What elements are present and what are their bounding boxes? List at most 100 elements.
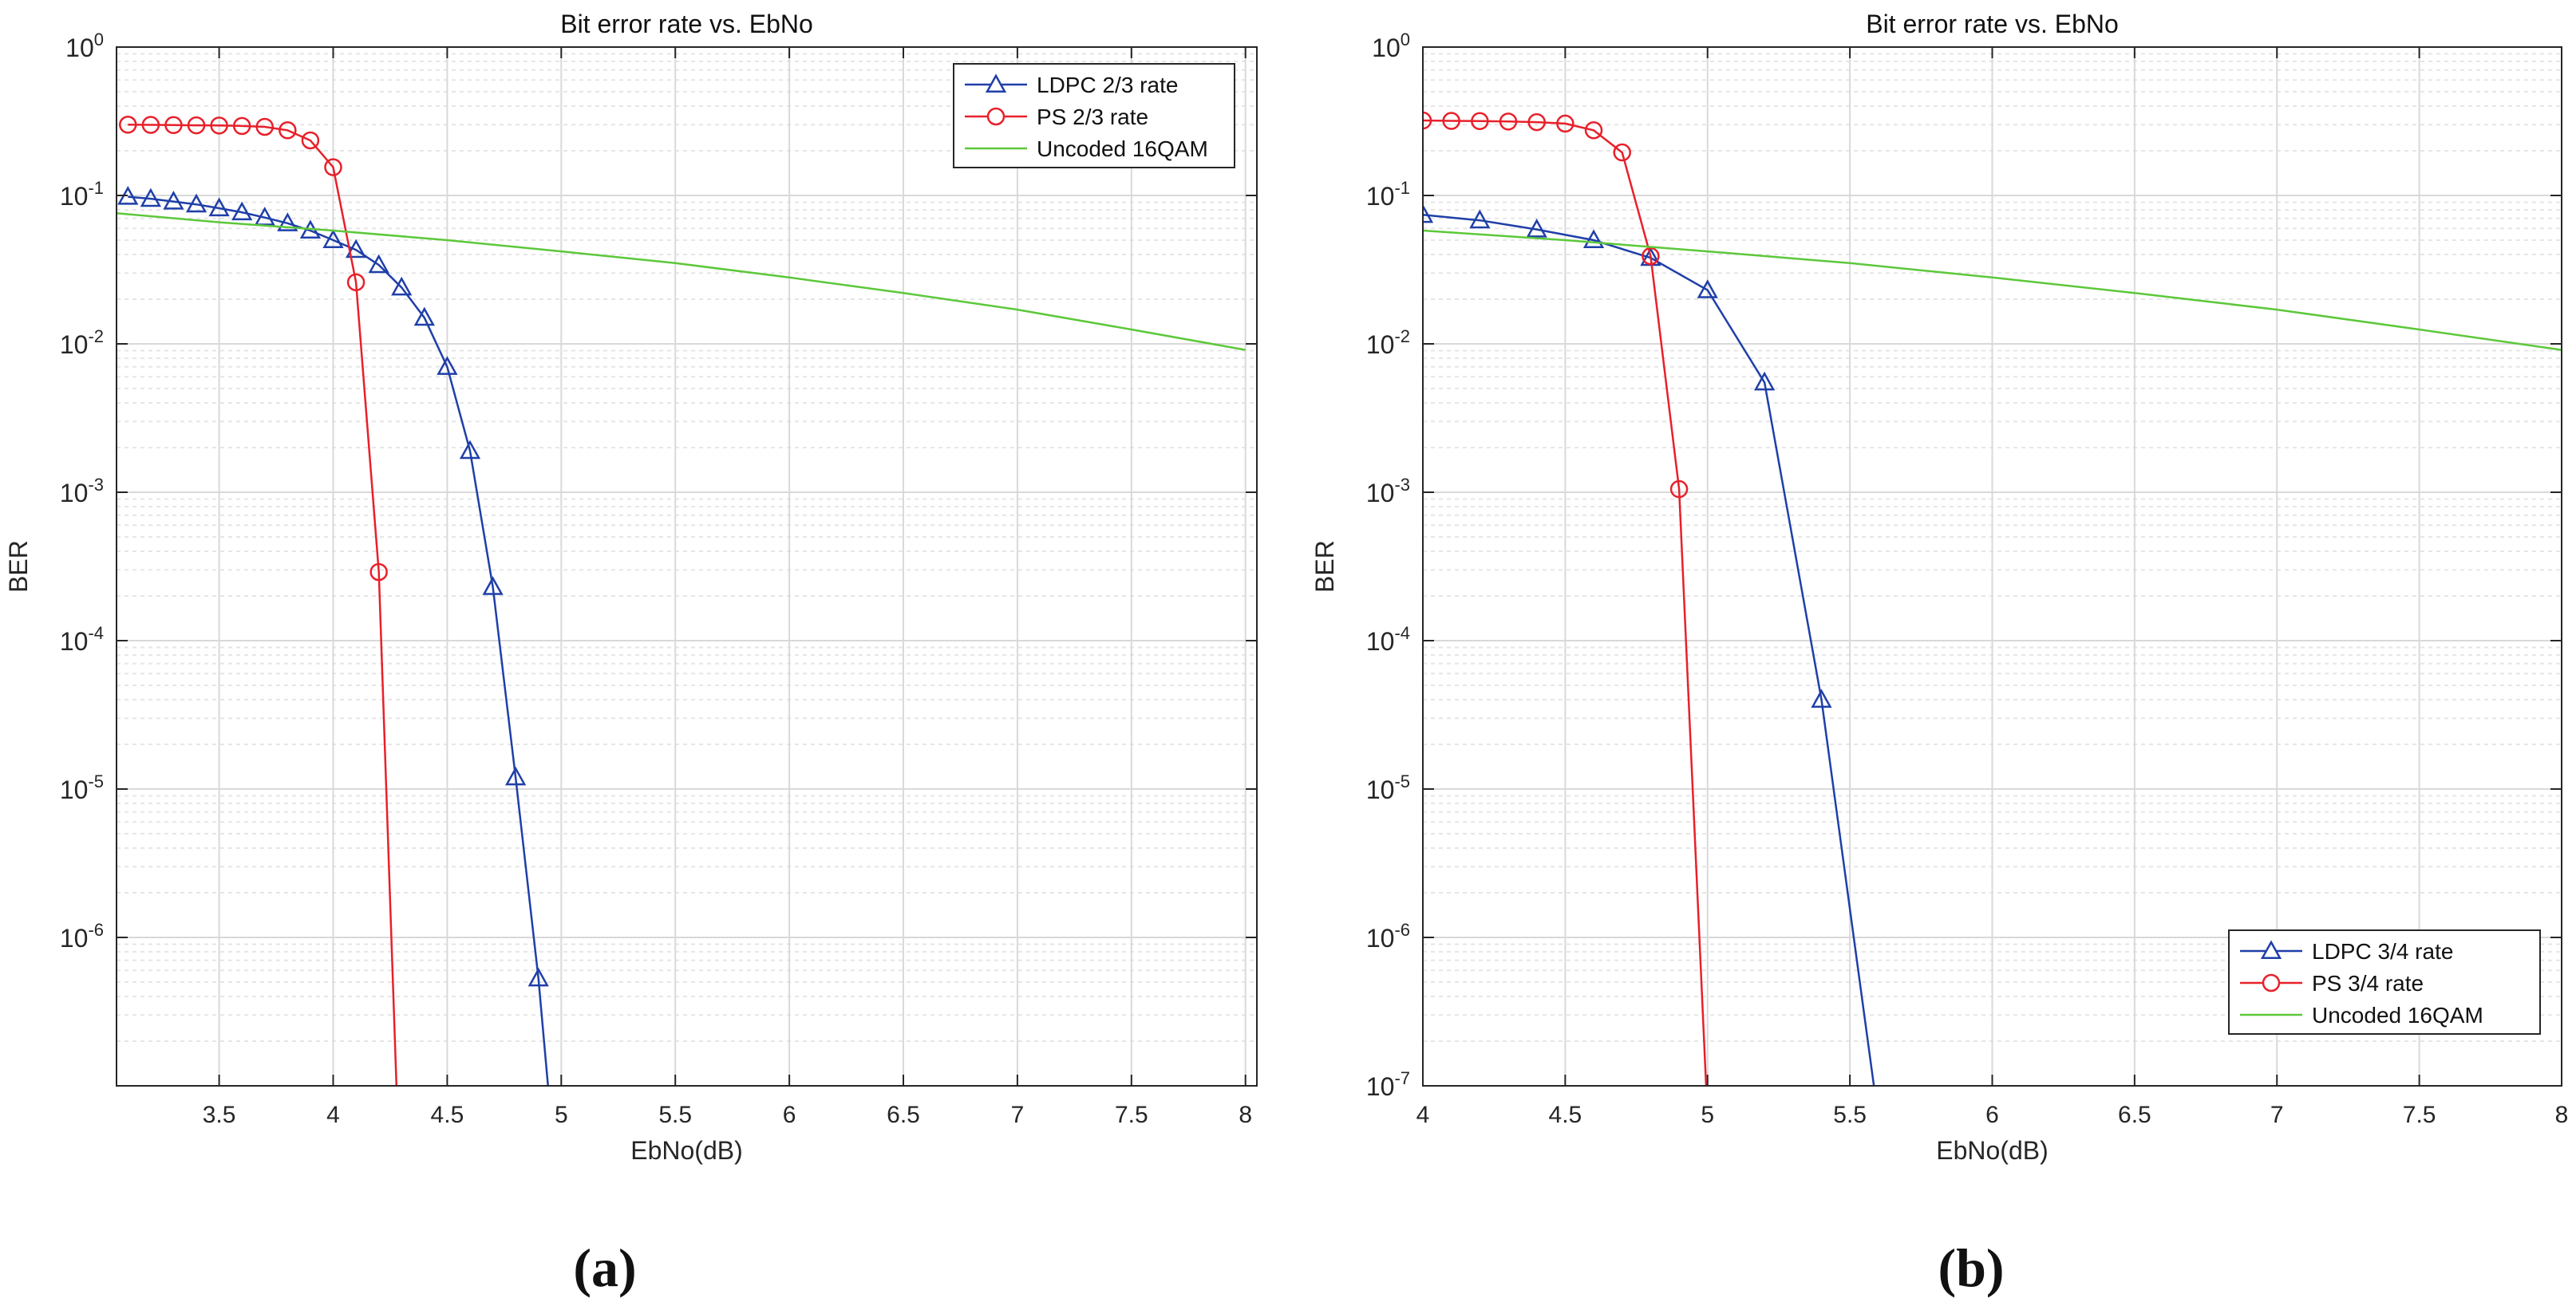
legend: LDPC 3/4 rate PS 3/4 rate Uncoded 16QAM <box>2228 929 2541 1035</box>
y-tick-label: 10-1 <box>60 178 104 211</box>
data-point-triangle <box>1582 229 1605 249</box>
y-tick-label: 10-2 <box>60 326 104 359</box>
x-tick-label: 5 <box>555 1102 568 1128</box>
data-point-triangle <box>254 207 275 226</box>
tick-marks <box>117 46 1257 1086</box>
data-point-triangle <box>459 440 481 460</box>
data-point-triangle <box>1469 209 1491 229</box>
x-tick-label: 6 <box>783 1102 796 1128</box>
x-tick-label: 4.5 <box>431 1102 464 1128</box>
y-tick-label: 10-3 <box>60 475 104 507</box>
data-point-triangle <box>208 197 230 217</box>
data-point-triangle <box>368 254 389 274</box>
x-tick-label: 7 <box>2270 1102 2284 1128</box>
data-point-circle <box>232 116 251 136</box>
y-tick-label: 10-6 <box>60 920 104 953</box>
y-axis-label: BER <box>1310 540 1339 593</box>
data-point-circle <box>1442 112 1460 130</box>
x-tick-label: 5.5 <box>658 1102 692 1128</box>
data-point-circle <box>1613 143 1631 162</box>
y-axis-label: BER <box>4 540 33 593</box>
data-point-circle <box>1471 112 1489 131</box>
data-point-circle <box>324 158 342 176</box>
x-tick-label: 7.5 <box>2403 1102 2436 1128</box>
legend-label-2: Uncoded 16QAM <box>1037 136 1208 161</box>
minor-grid <box>117 53 1257 1043</box>
data-point-circle <box>1499 112 1518 131</box>
data-point-triangle <box>345 239 367 258</box>
x-tick-label: 6 <box>1985 1102 1999 1128</box>
data-point-triangle <box>1423 203 1434 223</box>
data-point-triangle <box>163 191 184 210</box>
data-point-triangle <box>527 967 549 987</box>
legend-label-0: LDPC 3/4 rate <box>2312 939 2453 964</box>
data-point-circle <box>1669 479 1689 499</box>
legend-label-1: PS 3/4 rate <box>2312 971 2424 996</box>
legend-label-0: LDPC 2/3 rate <box>1037 73 1178 97</box>
data-point-circle <box>119 116 137 134</box>
legend: LDPC 2/3 rate PS 2/3 rate Uncoded 16QAM <box>953 63 1235 168</box>
series-line-2 <box>1423 229 2562 351</box>
series-group <box>117 116 1246 1086</box>
legend-label-2: Uncoded 16QAM <box>2312 1003 2483 1028</box>
y-tick-label: 100 <box>65 30 104 62</box>
data-point-triangle <box>437 356 458 375</box>
legend-marker-triangle <box>2260 940 2282 960</box>
chart-panel-a: 3.5 4 4.5 5 5.5 6 6.5 7 7.5 8 100 10-1 10-2 10-3 10-4 1… <box>4 10 1258 1165</box>
data-point-triangle <box>391 276 413 296</box>
data-point-circle <box>210 116 228 135</box>
series-line-2 <box>117 211 1246 351</box>
x-tick-label: 8 <box>2555 1102 2569 1128</box>
major-grid <box>117 46 1257 1086</box>
x-tick-label: 6.5 <box>887 1102 920 1128</box>
series-line-0 <box>128 195 549 1086</box>
y-tick-label: 10-4 <box>1366 623 1410 656</box>
series-line-1 <box>1423 119 1708 1086</box>
data-point-circle <box>1527 112 1546 132</box>
y-tick-label: 10-4 <box>60 623 104 656</box>
chart-title: Bit error rate vs. EbNo <box>560 10 813 38</box>
data-point-triangle <box>482 576 504 595</box>
series-line-1 <box>128 124 398 1086</box>
data-point-triangle <box>505 766 527 786</box>
y-tick-label: 10-5 <box>1366 771 1410 804</box>
data-point-circle <box>1642 247 1660 266</box>
x-tick-label: 4.5 <box>1549 1102 1582 1128</box>
data-point-circle <box>279 121 297 140</box>
data-point-circle <box>301 131 320 150</box>
legend-label-1: PS 2/3 rate <box>1037 105 1148 129</box>
data-point-triangle <box>140 187 161 207</box>
x-tick-label: 5 <box>1701 1102 1714 1128</box>
x-tick-label: 7 <box>1011 1102 1025 1128</box>
x-tick-label: 5.5 <box>1833 1102 1867 1128</box>
data-point-triangle <box>322 229 344 249</box>
x-axis-label: EbNo(dB) <box>1936 1136 2049 1165</box>
data-point-circle <box>1584 121 1603 140</box>
data-point-circle <box>164 116 183 135</box>
x-tick-label: 4 <box>1416 1102 1430 1128</box>
data-point-triangle <box>185 193 207 213</box>
y-tick-label: 10-6 <box>1366 920 1410 953</box>
tick-marks <box>1422 46 2562 1087</box>
y-tick-label: 10-2 <box>1366 326 1410 359</box>
x-tick-label: 8 <box>1239 1102 1252 1128</box>
axes-box <box>116 46 1258 1087</box>
data-point-circle <box>255 117 275 136</box>
data-point-triangle <box>1697 279 1718 298</box>
chart-title: Bit error rate vs. EbNo <box>1866 10 2119 38</box>
data-point-triangle <box>231 201 253 221</box>
series-group <box>1423 111 2562 1086</box>
x-tick-label: 7.5 <box>1115 1102 1148 1128</box>
y-tick-label: 10-1 <box>1366 178 1410 211</box>
legend-marker-circle <box>2262 973 2281 992</box>
data-point-circle <box>346 273 365 292</box>
y-tick-label: 10-5 <box>60 771 104 804</box>
x-tick-label: 6.5 <box>2118 1102 2151 1128</box>
legend-marker-circle <box>986 107 1006 126</box>
data-point-circle <box>141 116 160 134</box>
x-tick-label: 4 <box>326 1102 340 1128</box>
x-tick-label: 3.5 <box>203 1102 236 1128</box>
data-point-circle <box>187 116 206 135</box>
legend-marker-triangle <box>985 73 1007 93</box>
